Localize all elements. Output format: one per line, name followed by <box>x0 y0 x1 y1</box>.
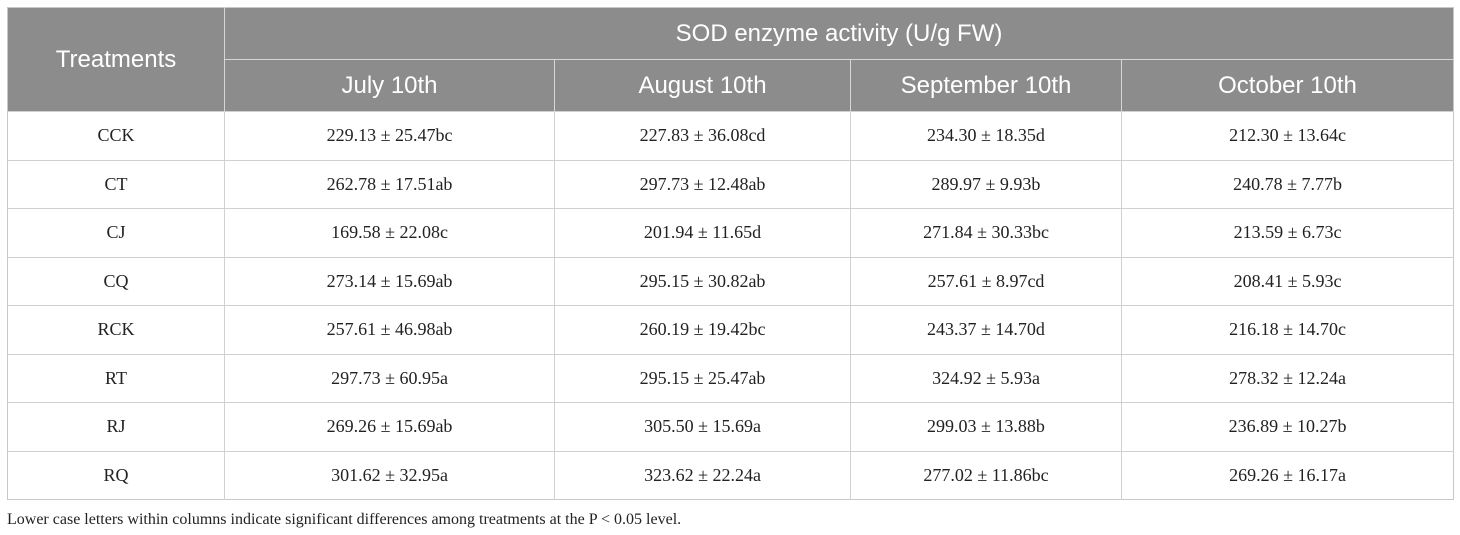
value-cell: 213.59 ± 6.73c <box>1121 208 1454 257</box>
table-row: RQ 301.62 ± 32.95a 323.62 ± 22.24a 277.02 ±… <box>7 450 1454 500</box>
value-cell: 216.18 ± 14.70c <box>1121 305 1454 354</box>
value-cell: 273.14 ± 15.69ab <box>224 256 555 306</box>
value-cell: 229.13 ± 25.47bc <box>224 111 555 160</box>
value-cell: 289.97 ± 9.93b <box>850 159 1122 209</box>
value-cell: 271.84 ± 30.33bc <box>850 208 1122 257</box>
value-cell: 269.26 ± 16.17a <box>1121 450 1454 500</box>
treatment-cell: CJ <box>7 208 225 257</box>
value-cell: 227.83 ± 36.08cd <box>554 111 851 160</box>
value-cell: 295.15 ± 25.47ab <box>554 353 851 403</box>
treatment-cell: CT <box>7 159 225 209</box>
treatment-cell: RQ <box>7 450 225 500</box>
table-row: CJ 169.58 ± 22.08c 201.94 ± 11.65d 271.84 ±… <box>7 208 1454 257</box>
date-header-august: August 10th <box>554 59 851 112</box>
treatment-cell: CCK <box>7 111 225 160</box>
value-cell: 257.61 ± 8.97cd <box>850 256 1122 306</box>
date-header-july: July 10th <box>224 59 555 112</box>
treatment-cell: RCK <box>7 305 225 354</box>
table-row: CQ 273.14 ± 15.69ab 295.15 ± 30.82ab 257.61… <box>7 256 1454 306</box>
value-cell: 305.50 ± 15.69a <box>554 402 851 451</box>
value-cell: 201.94 ± 11.65d <box>554 208 851 257</box>
value-cell: 299.03 ± 13.88b <box>850 402 1122 451</box>
table-body: CCK 229.13 ± 25.47bc 227.83 ± 36.08cd 234.3… <box>7 111 1454 500</box>
value-cell: 297.73 ± 60.95a <box>224 353 555 403</box>
value-cell: 269.26 ± 15.69ab <box>224 402 555 451</box>
table-row: RJ 269.26 ± 15.69ab 305.50 ± 15.69a 299.03 … <box>7 402 1454 451</box>
value-cell: 234.30 ± 18.35d <box>850 111 1122 160</box>
sod-activity-table: Treatments SOD enzyme activity (U/g FW) … <box>7 7 1455 500</box>
value-cell: 278.32 ± 12.24a <box>1121 353 1454 403</box>
treatment-cell: RT <box>7 353 225 403</box>
date-header-september: September 10th <box>850 59 1122 112</box>
value-cell: 262.78 ± 17.51ab <box>224 159 555 209</box>
date-header-october: October 10th <box>1121 59 1454 112</box>
value-cell: 243.37 ± 14.70d <box>850 305 1122 354</box>
table-row: RCK 257.61 ± 46.98ab 260.19 ± 19.42bc 243.3… <box>7 305 1454 354</box>
treatments-header: Treatments <box>7 7 225 112</box>
value-cell: 301.62 ± 32.95a <box>224 450 555 500</box>
value-cell: 297.73 ± 12.48ab <box>554 159 851 209</box>
sod-group-header: SOD enzyme activity (U/g FW) <box>224 7 1454 60</box>
table-header: Treatments SOD enzyme activity (U/g FW) … <box>7 7 1454 112</box>
table-row: RT 297.73 ± 60.95a 295.15 ± 25.47ab 324.92 … <box>7 353 1454 403</box>
value-cell: 323.62 ± 22.24a <box>554 450 851 500</box>
value-cell: 295.15 ± 30.82ab <box>554 256 851 306</box>
value-cell: 257.61 ± 46.98ab <box>224 305 555 354</box>
value-cell: 236.89 ± 10.27b <box>1121 402 1454 451</box>
table-row: CCK 229.13 ± 25.47bc 227.83 ± 36.08cd 234.3… <box>7 111 1454 160</box>
table-footnote: Lower case letters within columns indica… <box>7 511 682 528</box>
value-cell: 260.19 ± 19.42bc <box>554 305 851 354</box>
table-container: Treatments SOD enzyme activity (U/g FW) … <box>7 7 1455 500</box>
value-cell: 277.02 ± 11.86bc <box>850 450 1122 500</box>
treatment-cell: CQ <box>7 256 225 306</box>
value-cell: 324.92 ± 5.93a <box>850 353 1122 403</box>
value-cell: 208.41 ± 5.93c <box>1121 256 1454 306</box>
value-cell: 169.58 ± 22.08c <box>224 208 555 257</box>
treatment-cell: RJ <box>7 402 225 451</box>
value-cell: 240.78 ± 7.77b <box>1121 159 1454 209</box>
table-row: CT 262.78 ± 17.51ab 297.73 ± 12.48ab 289.97… <box>7 159 1454 209</box>
value-cell: 212.30 ± 13.64c <box>1121 111 1454 160</box>
